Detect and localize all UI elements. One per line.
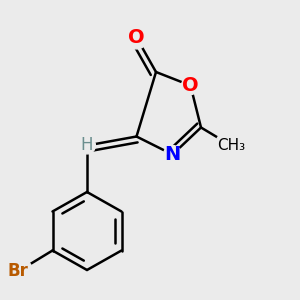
Circle shape	[79, 137, 95, 154]
Text: Br: Br	[8, 262, 29, 280]
Text: O: O	[182, 76, 199, 95]
Text: H: H	[81, 136, 93, 154]
Circle shape	[182, 76, 200, 94]
Text: CH₃: CH₃	[218, 138, 246, 153]
Text: N: N	[164, 145, 181, 164]
Circle shape	[125, 26, 148, 49]
Circle shape	[215, 130, 247, 161]
Circle shape	[4, 257, 32, 286]
Circle shape	[164, 146, 181, 164]
Text: O: O	[128, 28, 145, 47]
